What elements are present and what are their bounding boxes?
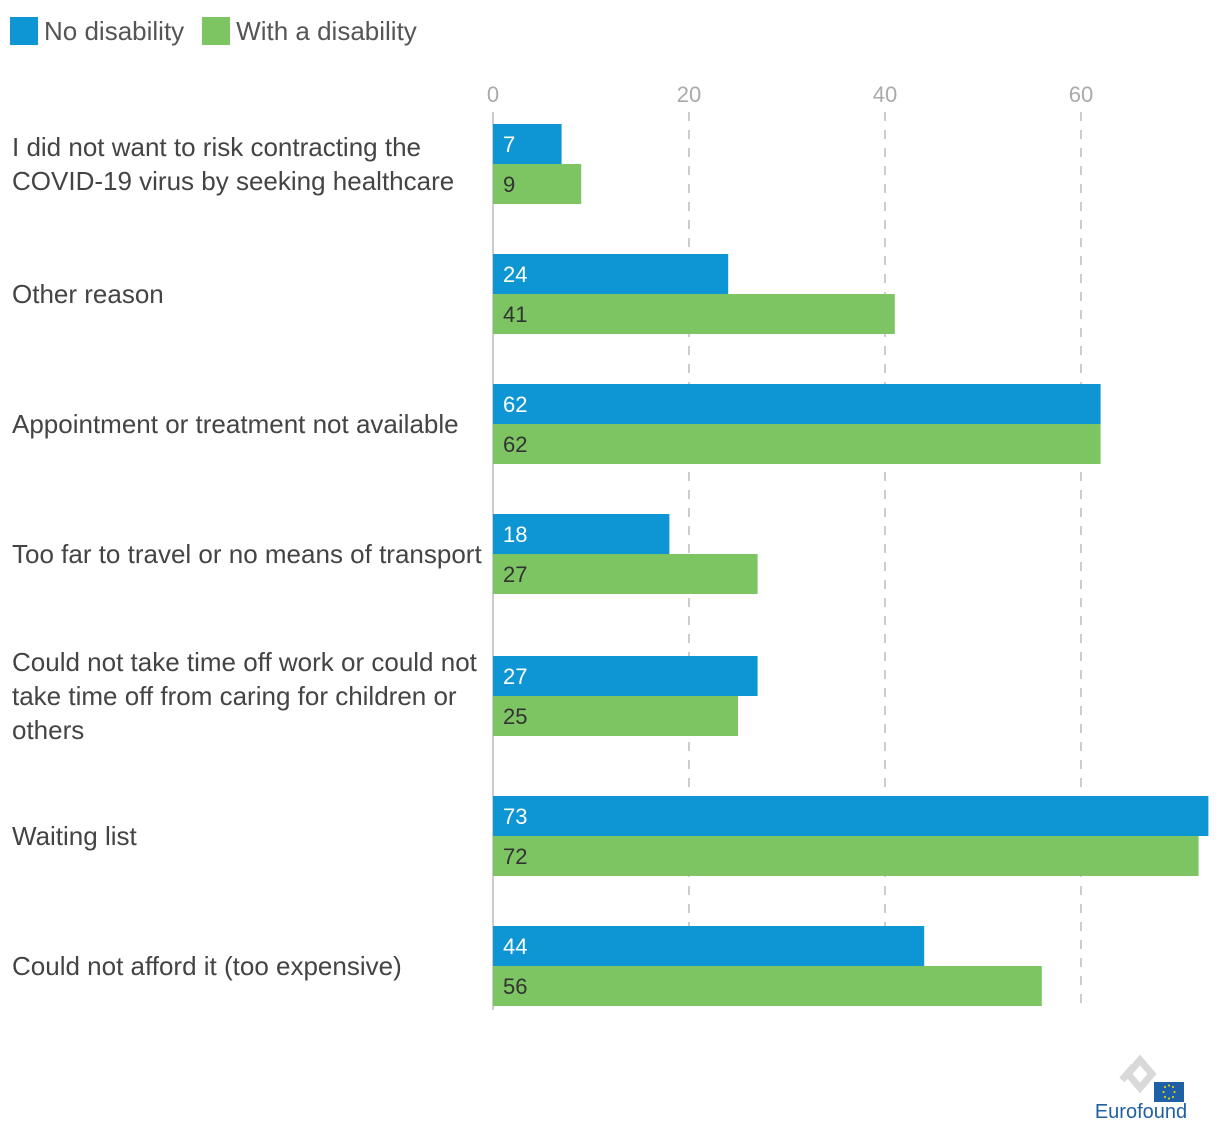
data-label: 25 xyxy=(503,704,527,729)
eurofound-logo-text: Eurofound xyxy=(1094,1101,1188,1123)
data-label: 18 xyxy=(503,522,527,547)
legend-swatch-with-disability xyxy=(202,17,231,45)
legend-swatch-no-disability xyxy=(10,17,38,45)
x-tick-label: 40 xyxy=(873,82,897,107)
category-label: I did not want to risk contracting the CO… xyxy=(12,132,454,196)
bar-with-disability xyxy=(493,696,738,736)
bar-with-disability xyxy=(493,966,1042,1006)
x-tick-label: 60 xyxy=(1069,82,1093,107)
legend-label-no-disability: No disability xyxy=(44,15,185,46)
data-label: 56 xyxy=(503,974,527,999)
data-label: 62 xyxy=(503,392,527,417)
x-tick-label: 20 xyxy=(677,82,701,107)
x-tick-label: 0 xyxy=(487,82,499,107)
bar-no-disability xyxy=(493,656,758,696)
legend: No disability With a disability xyxy=(10,14,435,48)
data-label: 27 xyxy=(503,562,527,587)
eurofound-logo: Eurofound xyxy=(1082,1052,1200,1124)
bar-with-disability xyxy=(493,836,1199,876)
legend-item-no-disability[interactable]: No disability xyxy=(10,16,184,47)
data-label: 72 xyxy=(503,844,527,869)
bar-no-disability xyxy=(493,124,562,164)
eurofound-logo-icon xyxy=(1119,1054,1184,1102)
bar-no-disability xyxy=(493,384,1101,424)
category-label: Other reason xyxy=(12,279,164,309)
data-label: 24 xyxy=(503,262,527,287)
legend-item-with-disability[interactable]: With a disability xyxy=(202,16,417,47)
bar-with-disability xyxy=(493,164,582,204)
category-label: Could not afford it (too expensive) xyxy=(12,951,402,981)
data-label: 41 xyxy=(503,302,527,327)
bar-with-disability xyxy=(493,554,758,594)
bar-with-disability xyxy=(493,424,1101,464)
category-label: Waiting list xyxy=(12,821,138,851)
bar-no-disability xyxy=(493,796,1209,836)
bar-no-disability xyxy=(493,254,729,294)
bar-with-disability xyxy=(493,294,895,334)
data-label: 9 xyxy=(503,172,515,197)
data-label: 7 xyxy=(503,132,515,157)
category-label: Could not take time off work or could no… xyxy=(12,647,478,745)
data-label: 62 xyxy=(503,432,527,457)
legend-label-with-disability: With a disability xyxy=(236,15,417,46)
category-label: Too far to travel or no means of transpo… xyxy=(12,539,482,569)
data-label: 73 xyxy=(503,804,527,829)
category-label: Appointment or treatment not available xyxy=(12,409,459,439)
data-label: 27 xyxy=(503,664,527,689)
bar-no-disability xyxy=(493,514,670,554)
data-label: 44 xyxy=(503,934,527,959)
bar-no-disability xyxy=(493,926,925,966)
